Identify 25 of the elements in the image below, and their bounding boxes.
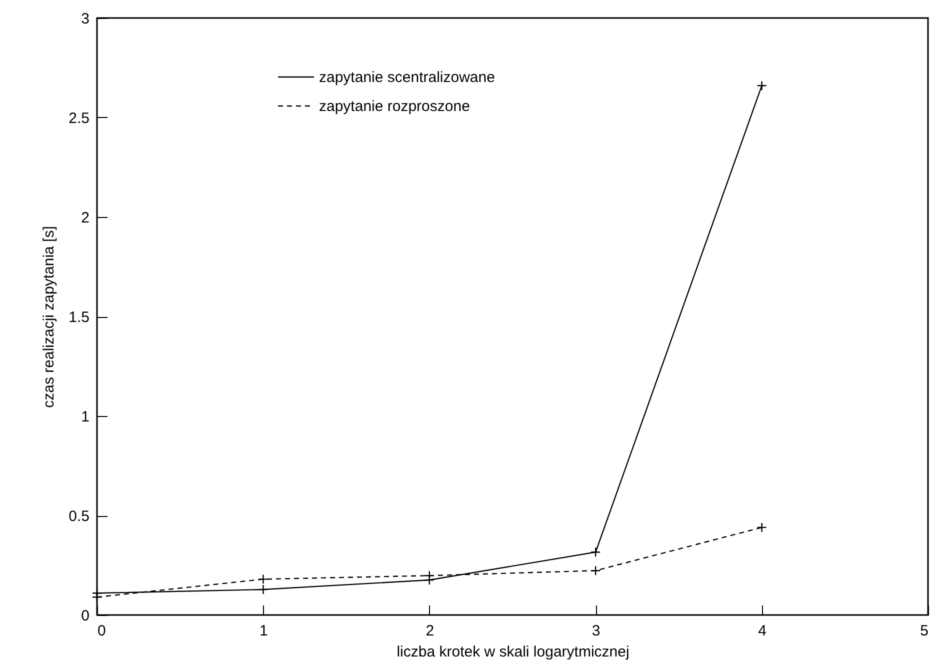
y-tick-label: 0.5 xyxy=(68,508,90,525)
y-tick-label: 1.5 xyxy=(68,309,90,326)
x-tick-label: 5 xyxy=(920,622,928,640)
y-tick-label: 2 xyxy=(81,210,90,226)
x-tick-label: 2 xyxy=(426,622,434,640)
legend-label: zapytanie scentralizowane xyxy=(319,69,495,86)
point xyxy=(258,574,268,584)
legend-label: zapytanie rozproszone xyxy=(319,98,470,115)
x-axis-title: liczba krotek w skali logarytmicznej xyxy=(396,644,630,660)
y-tick-label: 3 xyxy=(81,10,90,28)
x-tick-label: 4 xyxy=(758,622,766,640)
y-axis-title: czas realizacji zapytania [s] xyxy=(40,226,58,408)
x-tick-label: 1 xyxy=(260,622,268,640)
point xyxy=(590,547,601,558)
y-tick-label: 2.5 xyxy=(68,110,90,127)
point xyxy=(258,584,268,595)
y-tick-label: 0 xyxy=(81,608,90,624)
x-tick-label: 3 xyxy=(592,622,600,640)
y-tick-label: 1 xyxy=(81,408,90,426)
point xyxy=(756,522,767,533)
point xyxy=(756,80,767,91)
x-tick-label: 0 xyxy=(98,622,106,640)
point xyxy=(92,592,102,602)
point xyxy=(590,566,601,576)
point xyxy=(424,570,434,581)
